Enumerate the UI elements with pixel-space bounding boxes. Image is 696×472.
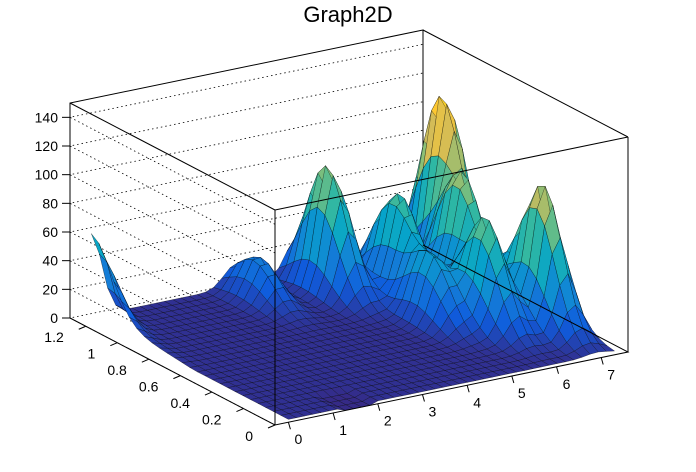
y-tick-label-3: 0.6: [139, 379, 159, 395]
x-tick-label-1: 1: [339, 422, 347, 438]
x-tick-label-0: 0: [295, 431, 303, 447]
x-tick-mark-0: [287, 422, 291, 430]
x-tick-label-3: 3: [429, 404, 437, 420]
x-tick-mark-2: [377, 403, 381, 411]
front-frame: [69, 136, 630, 426]
x-tick-mark-6: [556, 366, 559, 374]
y-tick-mark-1: [236, 408, 244, 412]
chart-title: Graph2D: [303, 2, 392, 27]
x-tick-label-6: 6: [563, 376, 571, 392]
grid-line-z-7: [68, 43, 424, 225]
y-tick-label-0: 0: [245, 428, 253, 444]
y-tick-label-4: 0.8: [107, 362, 127, 378]
x-tick-mark-3: [421, 394, 425, 402]
grid-line-z-4: [68, 129, 424, 311]
x-tick-label-7: 7: [607, 367, 615, 383]
y-tick-mark-4: [141, 358, 150, 363]
x-tick-label-5: 5: [518, 385, 526, 401]
y-tick-mark-3: [173, 375, 181, 380]
z-tick-label-0: 0: [50, 310, 58, 326]
floor-front-edges: [69, 244, 630, 426]
y-tick-mark-6: [78, 325, 86, 330]
x-tick-label-2: 2: [384, 413, 392, 429]
grid-line-z-5: [68, 101, 424, 283]
axes: 0 20 40 60 80 100 120 140 0 0.2 0.4 0.6 0.8 1 1.2 0 1 2 3 4…: [35, 103, 615, 447]
x-tick-mark-7: [600, 357, 604, 365]
y-tick-label-2: 0.4: [170, 395, 190, 411]
z-tick-label-6: 120: [35, 138, 59, 154]
y-tick-mark-0: [267, 424, 276, 429]
z-tick-label-4: 80: [42, 195, 58, 211]
grid-line-z-6: [68, 72, 424, 254]
top-left-edge: [69, 102, 276, 211]
z-tick-label-1: 20: [42, 281, 58, 297]
x-tick-label-4: 4: [473, 394, 481, 410]
z-tick-label-7: 140: [35, 109, 59, 125]
y-tick-label-5: 1: [88, 346, 96, 362]
x-tick-mark-4: [466, 385, 470, 393]
top-right-edge: [422, 29, 629, 138]
z-tick-label-3: 60: [42, 224, 58, 240]
surface-cell: [598, 343, 616, 352]
x-tick-mark-1: [332, 412, 336, 421]
y-tick-label-6: 1.2: [44, 329, 64, 345]
z-tick-label-5: 100: [35, 167, 59, 183]
surface-plot: [91, 95, 616, 420]
z-tick-label-2: 40: [42, 253, 58, 269]
y-tick-mark-5: [110, 342, 118, 347]
y-tick-mark-2: [204, 391, 213, 396]
surface-cell: [91, 233, 108, 263]
top-front-edge: [274, 136, 629, 211]
y-tick-label-1: 0.2: [202, 412, 222, 428]
x-tick-mark-5: [511, 375, 515, 384]
